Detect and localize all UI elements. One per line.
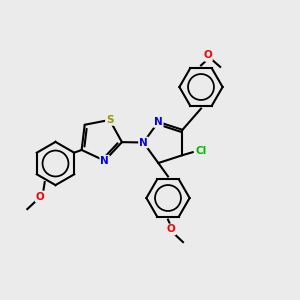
Text: Cl: Cl — [195, 146, 207, 156]
Text: N: N — [154, 117, 163, 127]
Text: O: O — [35, 191, 44, 202]
Text: N: N — [139, 137, 148, 148]
Text: N: N — [100, 156, 109, 166]
Text: O: O — [167, 224, 176, 235]
Text: S: S — [106, 115, 113, 125]
Text: O: O — [203, 50, 212, 61]
